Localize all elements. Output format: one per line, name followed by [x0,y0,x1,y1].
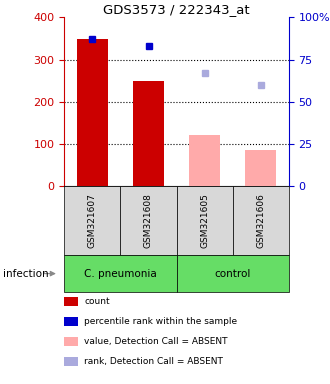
Text: C. pneumonia: C. pneumonia [84,268,157,279]
Text: percentile rank within the sample: percentile rank within the sample [84,317,237,326]
Text: rank, Detection Call = ABSENT: rank, Detection Call = ABSENT [84,357,223,366]
Text: count: count [84,297,110,306]
Bar [77,39,108,186]
Text: control: control [214,268,251,279]
Bar [133,81,164,186]
Text: GSM321608: GSM321608 [144,194,153,248]
Text: infection: infection [3,268,49,279]
Bar [189,135,220,186]
Text: GSM321607: GSM321607 [88,194,97,248]
Text: GSM321606: GSM321606 [256,194,265,248]
Title: GDS3573 / 222343_at: GDS3573 / 222343_at [103,3,250,16]
Bar [245,151,276,186]
Text: GSM321605: GSM321605 [200,194,209,248]
Text: value, Detection Call = ABSENT: value, Detection Call = ABSENT [84,337,228,346]
